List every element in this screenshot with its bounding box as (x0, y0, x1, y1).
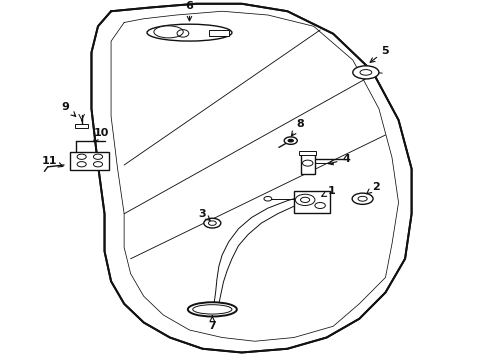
Circle shape (204, 218, 221, 228)
Text: 3: 3 (199, 209, 210, 220)
Circle shape (284, 137, 297, 144)
Bar (299, 151, 316, 154)
Text: 4: 4 (329, 154, 350, 165)
Ellipse shape (147, 24, 232, 41)
Text: 6: 6 (186, 1, 194, 21)
Bar (300, 154, 315, 174)
Text: 9: 9 (61, 102, 76, 116)
Bar (75, 124, 88, 128)
Text: 10: 10 (94, 128, 109, 141)
Text: 7: 7 (208, 316, 216, 331)
Circle shape (288, 139, 294, 143)
Ellipse shape (188, 302, 237, 316)
Bar (209, 30, 229, 36)
Bar (294, 190, 330, 213)
Polygon shape (92, 4, 412, 352)
Bar (70, 152, 109, 170)
Text: 8: 8 (292, 119, 304, 136)
Text: 11: 11 (41, 156, 63, 167)
Text: 2: 2 (367, 182, 380, 194)
Ellipse shape (154, 26, 183, 38)
Text: 1: 1 (322, 186, 336, 196)
Ellipse shape (353, 66, 379, 79)
Text: 5: 5 (370, 46, 389, 62)
Ellipse shape (352, 193, 373, 204)
